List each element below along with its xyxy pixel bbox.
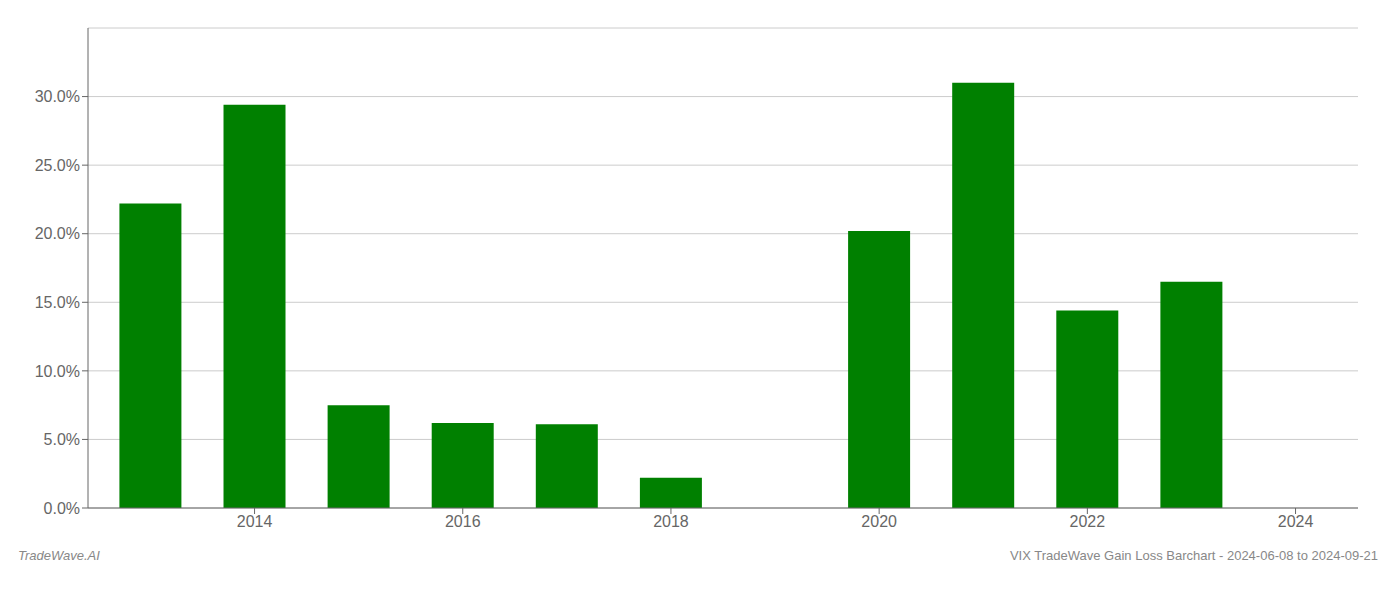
html-text:TradeWave.AI: TradeWave.AI — [18, 548, 100, 563]
svg-text:2020: 2020 — [861, 513, 897, 530]
html-text:VIX TradeWave Gain Loss Barcha: VIX TradeWave Gain Loss Barchart - 2024-… — [1009, 548, 1378, 563]
svg-text:25.0%: 25.0% — [35, 157, 80, 174]
svg-text:2016: 2016 — [445, 513, 481, 530]
svg-text:2022: 2022 — [1070, 513, 1106, 530]
svg-text:20.0%: 20.0% — [35, 225, 80, 242]
svg-text:0.0%: 0.0% — [44, 500, 80, 517]
svg-text:15.0%: 15.0% — [35, 294, 80, 311]
svg-text:2014: 2014 — [237, 513, 273, 530]
svg-text:2024: 2024 — [1278, 513, 1314, 530]
svg-text:30.0%: 30.0% — [35, 88, 80, 105]
svg-text:5.0%: 5.0% — [44, 431, 80, 448]
svg-text:10.0%: 10.0% — [35, 363, 80, 380]
svg-text:2018: 2018 — [653, 513, 689, 530]
